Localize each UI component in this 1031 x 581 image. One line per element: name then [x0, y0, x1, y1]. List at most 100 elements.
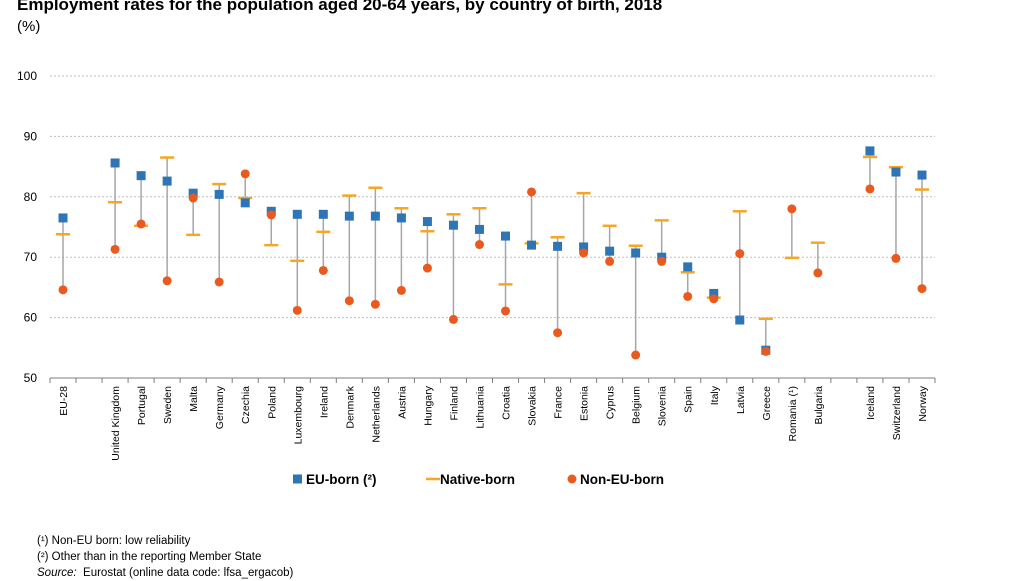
- x-tick-label-ireland: Ireland: [318, 386, 330, 418]
- non-eu-born-marker-cyprus: [605, 256, 615, 266]
- eu-born-marker-norway: [917, 170, 927, 180]
- non-eu-born-marker-finland: [448, 314, 458, 324]
- y-tick-label-50: 50: [24, 371, 38, 385]
- eu-born-marker-estonia: [579, 242, 589, 252]
- non-eu-born-marker-austria: [396, 285, 406, 295]
- x-tick-label-norway: Norway: [917, 385, 929, 421]
- non-eu-born-marker-lithuania: [474, 240, 484, 250]
- native-born-marker-cyprus: [602, 224, 617, 228]
- non-eu-born-marker-spain: [683, 291, 693, 301]
- footnote-1: (¹) Non-EU born: low reliability: [37, 535, 191, 547]
- x-tick-label-italy: Italy: [709, 385, 721, 405]
- native-born-marker-united-kingdom: [108, 200, 123, 204]
- non-eu-born-marker-croatia: [501, 306, 511, 316]
- legend-non-eu-born-swatch: [567, 474, 577, 484]
- non-eu-born-marker-eu-28: [58, 285, 68, 295]
- marker-layer: [56, 146, 929, 360]
- non-eu-born-marker-portugal: [136, 219, 146, 229]
- native-born-marker-denmark: [342, 194, 357, 197]
- source-label: Source:: [37, 567, 77, 579]
- x-tick-label-spain: Spain: [683, 386, 695, 413]
- non-eu-born-marker-romania: [787, 204, 797, 214]
- legend-non-eu-born-label: Non-EU-born: [580, 472, 664, 487]
- native-born-marker-slovenia: [654, 219, 669, 222]
- chart-svg: 50 60 70 80 90 100 EU-28 United Kingdom Portuga…: [17, 69, 936, 487]
- eu-born-marker-hungary: [422, 217, 432, 227]
- non-eu-born-marker-iceland: [865, 184, 875, 194]
- eu-born-marker-sweden: [162, 176, 172, 186]
- native-born-marker-sweden: [160, 156, 175, 159]
- native-born-marker-eu-28: [56, 232, 71, 236]
- footnotes: (¹) Non-EU born: low reliability (²) Oth…: [37, 533, 293, 581]
- unit-label: (%): [17, 18, 41, 35]
- x-tick-label-romania: Romania (¹): [787, 386, 799, 441]
- eu-born-marker-france: [553, 241, 563, 251]
- x-tick-label-denmark: Denmark: [344, 385, 356, 428]
- eu-born-marker-portugal: [136, 171, 146, 181]
- y-tick-label-60: 60: [24, 311, 38, 325]
- source-text: Eurostat (online data code: lfsa_ergacob…: [83, 567, 294, 579]
- non-eu-born-marker-belgium: [631, 350, 641, 360]
- y-axis: 50 60 70 80 90 100: [17, 69, 37, 385]
- native-born-marker-iceland: [862, 155, 877, 159]
- non-eu-born-marker-czechia: [240, 169, 250, 179]
- native-born-marker-finland: [446, 213, 461, 216]
- non-eu-born-marker-italy: [709, 294, 719, 304]
- x-tick-label-belgium: Belgium: [631, 386, 643, 424]
- native-born-marker-ireland: [316, 230, 331, 234]
- y-tick-label-80: 80: [24, 190, 38, 204]
- eu-born-marker-czechia: [240, 198, 250, 208]
- x-tick-label-greece: Greece: [761, 386, 773, 421]
- legend-eu-born-label: EU-born (²): [306, 472, 376, 487]
- x-tick-label-slovenia: Slovenia: [657, 386, 669, 426]
- x-tick-label-iceland: Iceland: [865, 386, 877, 420]
- non-eu-born-marker-sweden: [162, 276, 172, 286]
- non-eu-born-marker-switzerland: [891, 253, 901, 263]
- x-tick-label-croatia: Croatia: [501, 386, 513, 420]
- native-born-marker-germany: [212, 182, 227, 186]
- x-tick-label-cyprus: Cyprus: [605, 386, 617, 419]
- x-tick-label-bulgaria: Bulgaria: [813, 386, 825, 425]
- native-born-marker-france: [550, 236, 565, 239]
- non-eu-born-marker-bulgaria: [813, 268, 823, 278]
- grid-layer: [50, 75, 935, 319]
- native-born-marker-estonia: [576, 191, 591, 195]
- eu-born-marker-germany: [214, 189, 224, 199]
- eu-born-marker-malta: [188, 188, 198, 198]
- x-tick-label-france: France: [553, 386, 565, 419]
- native-born-marker-lithuania: [472, 207, 487, 210]
- native-born-marker-belgium: [628, 244, 643, 247]
- eu-born-marker-slovakia: [527, 240, 537, 250]
- native-born-marker-spain: [680, 271, 695, 274]
- eu-born-marker-switzerland: [891, 167, 901, 177]
- x-tick-label-czechia: Czechia: [240, 386, 252, 424]
- native-born-marker-latvia: [732, 210, 747, 213]
- x-tick-label-switzerland: Switzerland: [891, 386, 903, 440]
- x-tick-label-portugal: Portugal: [136, 386, 148, 425]
- non-eu-born-marker-germany: [214, 277, 224, 287]
- native-born-marker-czechia: [238, 196, 253, 200]
- x-tick-label-latvia: Latvia: [735, 386, 747, 414]
- x-tick-label-malta: Malta: [188, 386, 200, 412]
- eu-born-marker-luxembourg: [292, 209, 302, 219]
- native-born-marker-switzerland: [888, 165, 903, 169]
- eu-born-marker-italy: [709, 288, 719, 298]
- source-line: Source: Eurostat (online data code: lfsa…: [37, 565, 293, 581]
- x-tick-label-finland: Finland: [448, 386, 460, 421]
- non-eu-born-marker-united-kingdom: [110, 244, 120, 254]
- non-eu-born-marker-france: [553, 328, 563, 338]
- native-born-marker-croatia: [498, 283, 513, 286]
- eu-born-marker-netherlands: [370, 211, 380, 221]
- chart-title: Employment rates for the population aged…: [17, 0, 663, 14]
- y-tick-label-70: 70: [24, 250, 38, 264]
- eu-born-marker-united-kingdom: [110, 158, 120, 168]
- non-eu-born-marker-slovenia: [657, 256, 667, 266]
- connector-layer: [62, 150, 923, 356]
- legend-native-born-swatch: [426, 477, 440, 481]
- y-tick-label-100: 100: [17, 69, 37, 83]
- footnote-2: (²) Other than in the reporting Member S…: [37, 551, 262, 563]
- x-tick-label-slovakia: Slovakia: [527, 386, 539, 426]
- eu-born-marker-austria: [396, 213, 406, 223]
- x-tick-label-netherlands: Netherlands: [370, 386, 382, 443]
- non-eu-born-marker-hungary: [422, 263, 432, 273]
